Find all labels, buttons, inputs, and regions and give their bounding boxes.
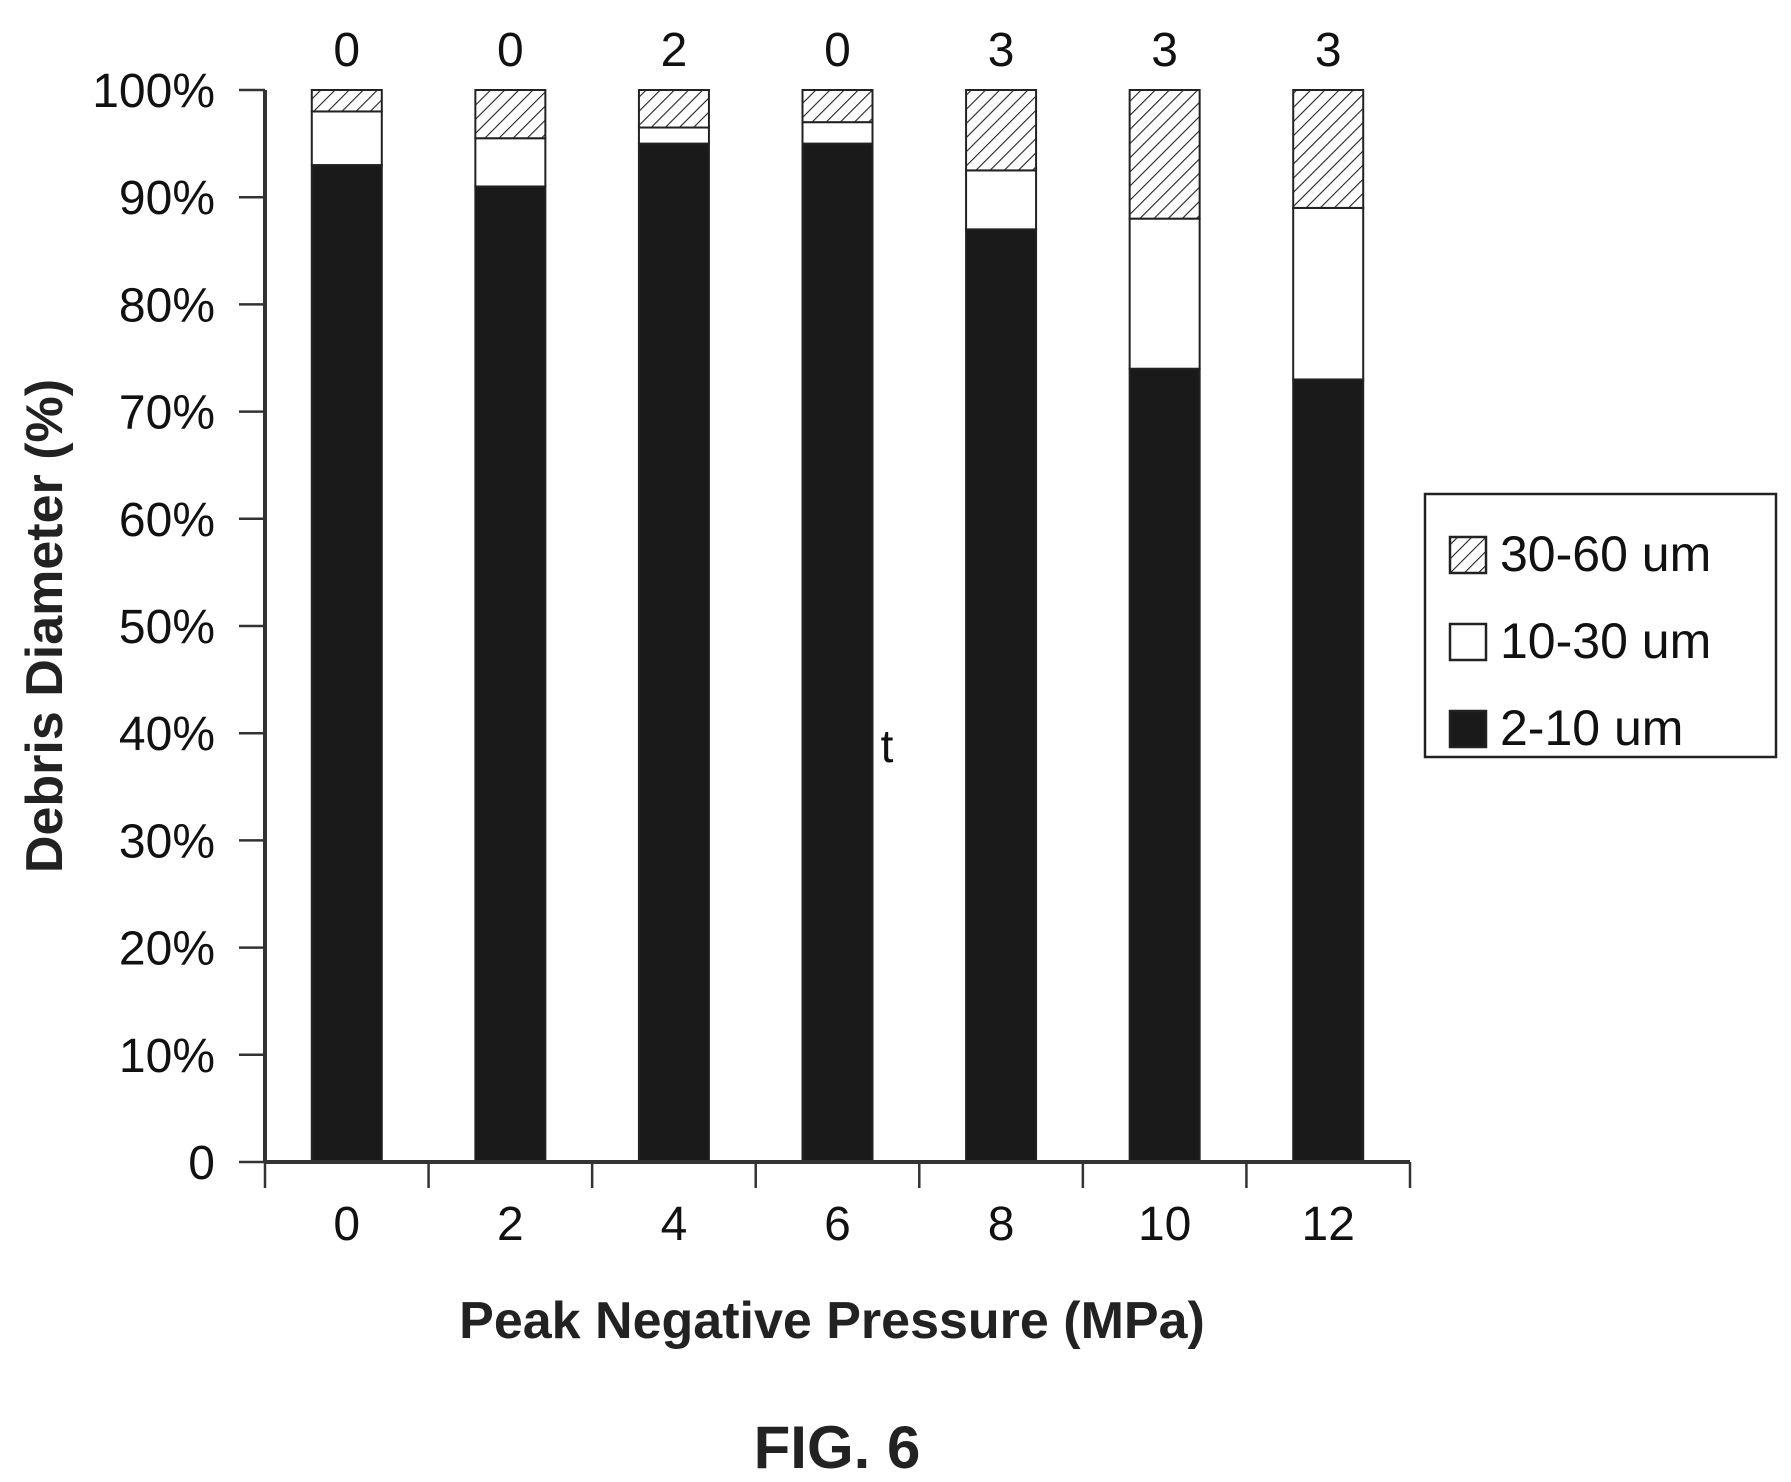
- bar-count-label: 3: [1151, 24, 1178, 77]
- bar-count-label: 0: [824, 24, 851, 77]
- x-tick-label: 6: [824, 1198, 851, 1251]
- bar-segment: [310, 89, 383, 113]
- bar-segment: [474, 185, 547, 1164]
- y-tick-label: 70%: [119, 387, 215, 440]
- y-tick-label: 10%: [119, 1030, 215, 1083]
- y-tick-label: 50%: [119, 601, 215, 654]
- bar-segment: [1292, 89, 1365, 209]
- bar-segment: [310, 110, 383, 167]
- legend: 30-60 um 10-30 um 2-10 um: [1423, 492, 1778, 759]
- bar-segment: [1128, 217, 1201, 370]
- bar-count-label: 3: [988, 24, 1015, 77]
- y-tick-label: 30%: [119, 815, 215, 868]
- x-tick-label: 0: [333, 1198, 360, 1251]
- bar-count-label: 0: [333, 24, 360, 77]
- x-tick-label: 8: [988, 1198, 1015, 1251]
- x-axis-title: Peak Negative Pressure (MPa): [459, 1292, 1205, 1350]
- bar-count-label: 2: [661, 24, 688, 77]
- bar-segment: [1292, 378, 1365, 1163]
- bar-count-label: 0: [497, 24, 524, 77]
- x-tick-label: 10: [1138, 1198, 1191, 1251]
- count-labels: 0 0 2 0 3 3 3: [333, 24, 1341, 77]
- legend-label: 2-10 um: [1500, 700, 1683, 756]
- y-tick-label: 0: [188, 1137, 215, 1190]
- x-tick-label: 12: [1302, 1198, 1355, 1251]
- bar-segment: [474, 89, 547, 140]
- figure-caption: FIG. 6: [754, 1414, 921, 1481]
- bar-segment: [637, 89, 710, 129]
- bar-segment: [801, 89, 874, 124]
- y-axis-title: Debris Diameter (%): [16, 379, 74, 873]
- axes-layer: 0 10% 20% 30% 40% 50% 60% 70% 80% 90% 100% 0 2 4 6 8 10 1…: [92, 65, 1412, 1251]
- bars-layer: [310, 89, 1365, 1164]
- legend-label: 10-30 um: [1500, 613, 1711, 669]
- bar-segment: [1128, 89, 1201, 220]
- x-tick-label: 2: [497, 1198, 524, 1251]
- x-tick-label: 4: [661, 1198, 688, 1251]
- legend-label: 30-60 um: [1500, 526, 1711, 582]
- stray-mark-text: t: [881, 720, 894, 772]
- bar-segment: [1128, 367, 1201, 1164]
- legend-swatch: [1448, 709, 1488, 749]
- bar-segment: [474, 137, 547, 188]
- bar-segment: [965, 169, 1038, 231]
- bar-segment: [310, 164, 383, 1164]
- y-tick-label: 90%: [119, 172, 215, 225]
- bar-segment: [965, 89, 1038, 172]
- bar-segment: [1292, 206, 1365, 381]
- legend-swatch: [1448, 535, 1488, 575]
- bar-segment: [637, 142, 710, 1164]
- y-tick-label: 40%: [119, 708, 215, 761]
- bar-segment: [801, 121, 874, 145]
- y-tick-label: 100%: [92, 65, 215, 118]
- y-tick-label: 80%: [119, 279, 215, 332]
- bar-segment: [965, 228, 1038, 1164]
- bar-segment: [637, 126, 710, 145]
- bar-segment: [801, 142, 874, 1164]
- legend-swatch: [1448, 622, 1488, 662]
- y-tick-label: 20%: [119, 923, 215, 976]
- bar-count-label: 3: [1315, 24, 1342, 77]
- y-tick-label: 60%: [119, 494, 215, 547]
